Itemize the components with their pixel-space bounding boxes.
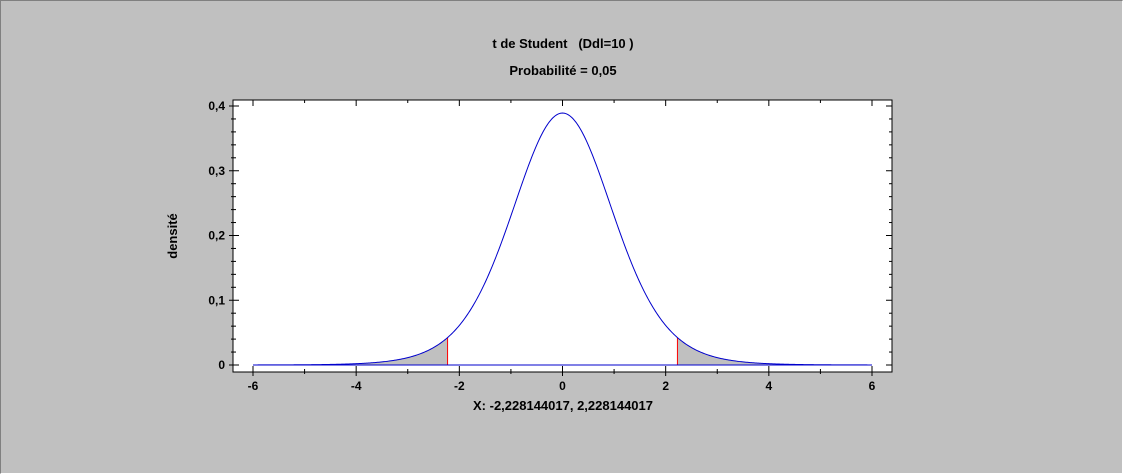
density-curve [253, 112, 872, 366]
y-axis-ticks: 0 0,1 0,2 0,3 0,4 [208, 99, 892, 372]
x-tick-label: -2 [454, 379, 465, 393]
right-tail-area [677, 337, 872, 365]
x-tick-label: 6 [869, 379, 876, 393]
left-tail-area [253, 337, 448, 365]
x-tick-label: -6 [248, 379, 259, 393]
x-tick-label: 2 [662, 379, 669, 393]
y-axis-title: densité [165, 213, 180, 259]
x-axis-title: X: -2,228144017, 2,228144017 [473, 398, 653, 413]
y-tick-label: 0,3 [208, 164, 225, 178]
y-tick-label: 0,1 [208, 293, 225, 307]
x-axis-ticks: -6 -4 -2 0 2 4 6 [248, 100, 876, 393]
chart-subtitle: Probabilité = 0,05 [509, 63, 616, 78]
y-tick-label: 0 [218, 358, 225, 372]
plot-area [232, 99, 893, 373]
chart-title: t de Student (Ddl=10 ) [492, 36, 633, 51]
critical-lines [447, 337, 678, 365]
y-tick-label: 0,2 [208, 229, 225, 243]
x-tick-label: -4 [351, 379, 362, 393]
x-tick-label: 0 [559, 379, 566, 393]
tail-areas [253, 337, 872, 365]
y-tick-label: 0,4 [208, 99, 225, 113]
x-tick-label: 4 [765, 379, 772, 393]
